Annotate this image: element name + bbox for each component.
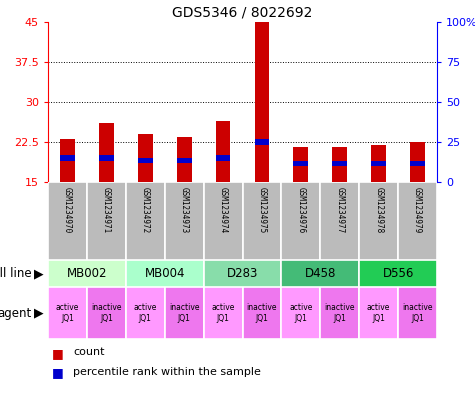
Text: ▶: ▶: [34, 267, 44, 280]
Bar: [320, 182, 359, 260]
Bar: [371, 161, 386, 166]
Bar: [255, 140, 269, 145]
Text: ■: ■: [52, 367, 64, 380]
Text: ▶: ▶: [34, 307, 44, 320]
Text: inactive
JQ1: inactive JQ1: [91, 303, 122, 323]
Bar: [204, 260, 281, 287]
Bar: [320, 287, 359, 339]
Bar: [398, 287, 437, 339]
Bar: [294, 147, 308, 182]
Text: active
JQ1: active JQ1: [133, 303, 157, 323]
Text: GSM1234970: GSM1234970: [63, 187, 72, 233]
Text: MB002: MB002: [66, 267, 107, 280]
Text: D283: D283: [227, 267, 258, 280]
Bar: [281, 260, 359, 287]
Text: active
JQ1: active JQ1: [289, 303, 313, 323]
Bar: [165, 287, 204, 339]
Text: GSM1234972: GSM1234972: [141, 187, 150, 233]
Bar: [410, 161, 425, 166]
Bar: [359, 287, 398, 339]
Text: agent: agent: [0, 307, 32, 320]
Bar: [332, 161, 347, 166]
Text: GSM1234979: GSM1234979: [413, 187, 422, 233]
Text: count: count: [73, 347, 105, 357]
Text: GSM1234976: GSM1234976: [296, 187, 305, 233]
Bar: [99, 123, 114, 182]
Text: GSM1234974: GSM1234974: [218, 187, 228, 233]
Bar: [48, 287, 87, 339]
Bar: [359, 182, 398, 260]
Text: inactive
JQ1: inactive JQ1: [247, 303, 277, 323]
Bar: [138, 134, 152, 182]
Text: cell line: cell line: [0, 267, 32, 280]
Bar: [281, 287, 320, 339]
Text: GDS5346 / 8022692: GDS5346 / 8022692: [172, 5, 313, 19]
Bar: [126, 260, 204, 287]
Text: GSM1234973: GSM1234973: [180, 187, 189, 233]
Bar: [204, 182, 243, 260]
Text: GSM1234977: GSM1234977: [335, 187, 344, 233]
Text: inactive
JQ1: inactive JQ1: [169, 303, 200, 323]
Bar: [255, 22, 269, 182]
Bar: [165, 182, 204, 260]
Bar: [216, 121, 230, 182]
Text: GSM1234975: GSM1234975: [257, 187, 266, 233]
Bar: [126, 287, 165, 339]
Text: inactive
JQ1: inactive JQ1: [324, 303, 355, 323]
Text: inactive
JQ1: inactive JQ1: [402, 303, 433, 323]
Text: D556: D556: [382, 267, 414, 280]
Text: percentile rank within the sample: percentile rank within the sample: [73, 367, 261, 376]
Bar: [48, 260, 126, 287]
Bar: [371, 145, 386, 182]
Bar: [138, 158, 152, 163]
Text: active
JQ1: active JQ1: [56, 303, 79, 323]
Bar: [359, 260, 437, 287]
Bar: [204, 287, 243, 339]
Bar: [294, 161, 308, 166]
Text: GSM1234978: GSM1234978: [374, 187, 383, 233]
Bar: [281, 182, 320, 260]
Bar: [48, 182, 87, 260]
Bar: [243, 287, 281, 339]
Bar: [410, 142, 425, 182]
Bar: [126, 182, 165, 260]
Text: MB004: MB004: [144, 267, 185, 280]
Text: active
JQ1: active JQ1: [211, 303, 235, 323]
Bar: [87, 182, 126, 260]
Text: GSM1234971: GSM1234971: [102, 187, 111, 233]
Bar: [243, 182, 281, 260]
Text: ■: ■: [52, 347, 64, 360]
Bar: [177, 137, 191, 182]
Bar: [87, 287, 126, 339]
Bar: [216, 155, 230, 161]
Bar: [60, 155, 75, 161]
Bar: [60, 140, 75, 182]
Bar: [177, 158, 191, 163]
Text: D458: D458: [304, 267, 336, 280]
Text: active
JQ1: active JQ1: [367, 303, 390, 323]
Bar: [332, 147, 347, 182]
Bar: [398, 182, 437, 260]
Bar: [99, 155, 114, 161]
